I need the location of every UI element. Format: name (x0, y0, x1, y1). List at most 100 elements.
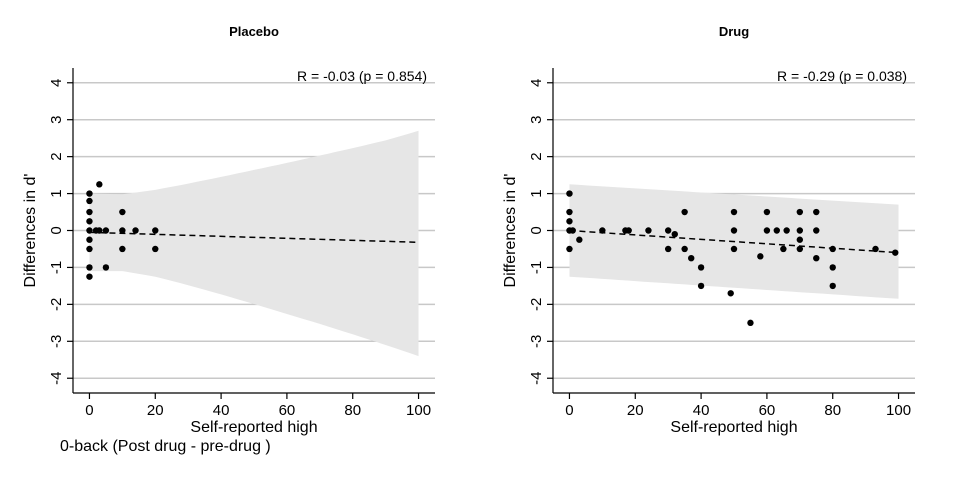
y-tick-label: -2 (48, 298, 65, 311)
data-point (86, 227, 93, 234)
data-point (892, 249, 899, 256)
x-tick-label: 60 (759, 402, 776, 419)
data-point (747, 319, 754, 327)
correlation-annotation: R = -0.29 (p = 0.038) (777, 68, 907, 84)
data-point (796, 245, 804, 253)
fit-line (89, 231, 419, 244)
data-point (829, 245, 836, 253)
data-point (102, 227, 110, 234)
data-point (152, 227, 159, 234)
data-point (86, 218, 93, 225)
data-point (796, 227, 804, 234)
data-point (599, 227, 606, 234)
chart-panel-placebo: Placebo 4 3 2 1 0 -1 -2 -3 -4 0 20 40 60 80 100 Self-rep… (22, 24, 435, 436)
data-point (763, 208, 771, 216)
data-point (86, 197, 93, 205)
fit-line (569, 229, 899, 254)
data-point (566, 218, 573, 225)
data-point (102, 264, 110, 271)
data-point (813, 254, 820, 262)
y-tick-label: 0 (48, 226, 65, 234)
y-tick-label: 3 (48, 116, 65, 124)
data-point (96, 227, 103, 234)
y-tick-label: -1 (528, 261, 545, 274)
data-point (829, 264, 836, 271)
x-tick-label: 60 (279, 402, 296, 419)
x-axis-label: Self-reported high (190, 419, 317, 436)
data-point (783, 227, 790, 234)
data-point (813, 208, 820, 216)
y-tick-label: -2 (528, 298, 545, 311)
data-point (730, 227, 738, 234)
y-tick-label: 4 (528, 79, 545, 87)
x-axis-label: Self-reported high (670, 419, 797, 436)
data-point (86, 236, 93, 243)
data-point (796, 236, 804, 243)
footnote-label: 0-back (Post drug - pre-drug ) (60, 438, 271, 455)
data-point (697, 282, 705, 290)
data-point (688, 254, 695, 262)
x-tick-label: 100 (406, 402, 431, 419)
y-tick-label: 1 (48, 189, 65, 197)
data-point (829, 282, 836, 290)
y-axis-label: Differences in d' (22, 174, 39, 288)
x-tick-label: 80 (344, 402, 361, 419)
data-point (681, 208, 688, 216)
data-point (872, 245, 879, 253)
data-point (727, 290, 734, 297)
y-axis-label: Differences in d' (502, 174, 519, 288)
data-point (566, 245, 573, 253)
data-point (813, 227, 820, 234)
data-point (681, 245, 688, 253)
data-point (671, 230, 678, 238)
data-point (119, 208, 126, 216)
data-point (730, 245, 738, 253)
y-tick-label: 1 (528, 189, 545, 197)
correlation-annotation: R = -0.03 (p = 0.854) (297, 68, 427, 84)
data-point (86, 264, 93, 271)
data-point (86, 245, 93, 253)
data-point (569, 227, 576, 234)
data-point (645, 227, 652, 234)
data-point (763, 227, 771, 234)
y-tick-label: -4 (528, 372, 545, 385)
confidence-band (89, 130, 419, 357)
x-tick-label: 20 (627, 402, 644, 419)
x-tick-label: 80 (824, 402, 841, 419)
data-point (86, 208, 93, 216)
data-point (566, 190, 573, 197)
y-tick-label: 2 (528, 152, 545, 160)
chart-title: Drug (719, 24, 749, 39)
data-point (86, 273, 93, 280)
chart-panel-drug: Drug 4 3 2 1 0 -1 -2 -3 -4 0 20 40 60 80 100 Self-report… (502, 24, 915, 436)
y-tick-label: -3 (528, 335, 545, 348)
data-point (86, 190, 93, 197)
y-tick-label: -1 (48, 261, 65, 274)
y-tick-label: -4 (48, 372, 65, 385)
x-tick-label: 40 (213, 402, 230, 419)
data-point (697, 264, 705, 271)
data-point (96, 181, 103, 188)
data-point (152, 245, 159, 253)
data-point (796, 208, 804, 216)
y-tick-label: 2 (48, 152, 65, 160)
y-tick-label: 3 (528, 116, 545, 124)
data-point (566, 208, 573, 216)
data-point (132, 227, 139, 234)
y-tick-label: 0 (528, 226, 545, 234)
y-tick-label: -3 (48, 335, 65, 348)
data-point (119, 227, 126, 234)
data-point (625, 227, 632, 234)
x-tick-label: 20 (147, 402, 164, 419)
x-tick-label: 0 (85, 402, 93, 419)
data-point (576, 236, 583, 243)
x-tick-label: 40 (693, 402, 710, 419)
chart-title: Placebo (229, 24, 279, 39)
x-tick-label: 0 (565, 402, 573, 419)
data-point (780, 245, 787, 253)
y-tick-label: 4 (48, 79, 65, 87)
data-point (664, 245, 672, 253)
x-tick-label: 100 (886, 402, 911, 419)
data-point (730, 208, 738, 216)
